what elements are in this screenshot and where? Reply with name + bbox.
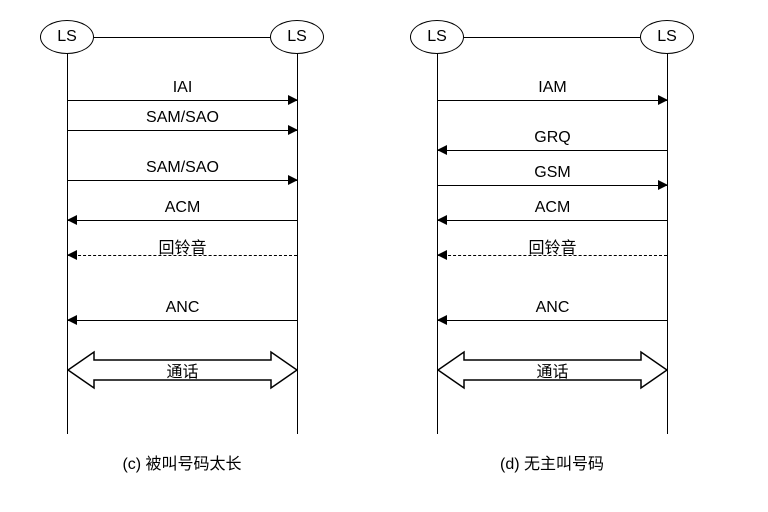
msg-label: SAM/SAO (68, 109, 297, 127)
bidir-talk: 通话 (68, 350, 297, 390)
msg-label: 回铃音 (68, 234, 297, 258)
arrowhead-left-icon (437, 250, 447, 260)
node-label: LS (57, 28, 77, 46)
lifeline-right (297, 54, 298, 434)
bidir-talk: 通话 (438, 350, 667, 390)
msg-label: IAI (68, 79, 297, 97)
caption-d: (d) 无主叫号码 (410, 450, 694, 474)
msg-label: GSM (438, 164, 667, 182)
arrowhead-left-icon (437, 145, 447, 155)
lifeline-right (667, 54, 668, 434)
node-label: LS (427, 28, 447, 46)
msg-ringback: 回铃音 (68, 255, 297, 256)
arrowhead-right-icon (288, 175, 298, 185)
msg-label: IAM (438, 79, 667, 97)
msg-label: SAM/SAO (68, 159, 297, 177)
msg-gsm: GSM (438, 185, 667, 186)
bidir-label: 通话 (438, 350, 667, 390)
msg-label: GRQ (438, 129, 667, 147)
msg-sam-sao-2: SAM/SAO (68, 180, 297, 181)
node-ls-right: LS (640, 20, 694, 54)
msg-acm: ACM (438, 220, 667, 221)
node-ls-left: LS (40, 20, 94, 54)
node-connector (94, 37, 270, 38)
msg-sam-sao-1: SAM/SAO (68, 130, 297, 131)
arrowhead-right-icon (288, 125, 298, 135)
node-label: LS (287, 28, 307, 46)
msg-grq: GRQ (438, 150, 667, 151)
arrowhead-left-icon (67, 250, 77, 260)
msg-iam: IAM (438, 100, 667, 101)
arrowhead-right-icon (658, 180, 668, 190)
node-ls-left: LS (410, 20, 464, 54)
arrowhead-right-icon (288, 95, 298, 105)
msg-label: ANC (438, 299, 667, 317)
msg-acm: ACM (68, 220, 297, 221)
msg-ringback: 回铃音 (438, 255, 667, 256)
arrowhead-left-icon (67, 315, 77, 325)
msg-label: ACM (438, 199, 667, 217)
msg-anc: ANC (68, 320, 297, 321)
msg-label: 回铃音 (438, 234, 667, 258)
msg-iai: IAI (68, 100, 297, 101)
arrowhead-left-icon (437, 215, 447, 225)
node-connector (464, 37, 640, 38)
node-label: LS (657, 28, 677, 46)
msg-label: ACM (68, 199, 297, 217)
msg-anc: ANC (438, 320, 667, 321)
caption-c: (c) 被叫号码太长 (40, 450, 324, 474)
arrowhead-left-icon (437, 315, 447, 325)
node-ls-right: LS (270, 20, 324, 54)
arrowhead-left-icon (67, 215, 77, 225)
arrowhead-right-icon (658, 95, 668, 105)
msg-label: ANC (68, 299, 297, 317)
bidir-label: 通话 (68, 350, 297, 390)
